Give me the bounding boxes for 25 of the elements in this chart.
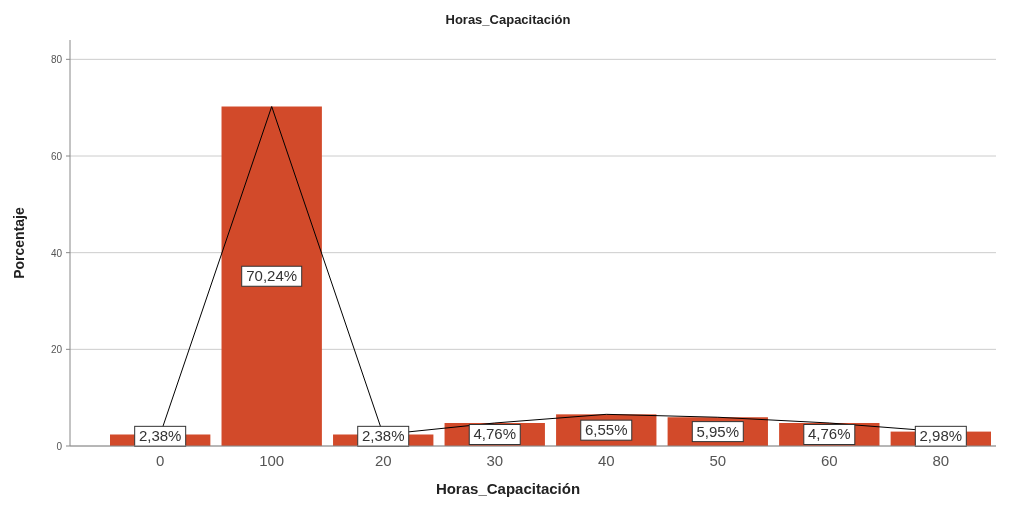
y-tick-label: 60 <box>50 151 63 162</box>
x-tick-label: 20 <box>374 452 392 469</box>
x-tick-label: 30 <box>486 452 504 469</box>
y-tick-label: 80 <box>50 54 63 66</box>
x-tick-label: 40 <box>597 452 615 469</box>
y-tick-label: 0 <box>56 441 63 452</box>
x-tick-label: 0 <box>156 452 165 469</box>
chart-title: Horas_Capacitación <box>445 12 571 27</box>
x-tick-label: 100 <box>259 452 285 469</box>
data-label: 6,55% <box>584 421 628 439</box>
data-label: 2,38% <box>361 427 405 445</box>
x-axis-title: Horas_Capacitación <box>435 480 581 497</box>
data-label: 4,76% <box>808 425 851 443</box>
data-label: 2,98% <box>919 427 963 445</box>
data-label: 2,38% <box>138 427 182 445</box>
y-tick-label: 40 <box>50 247 63 259</box>
x-tick-label: 80 <box>932 452 950 469</box>
data-label: 5,95% <box>696 422 740 440</box>
x-tick-label: 50 <box>709 452 727 469</box>
data-label: 4,76% <box>473 425 517 443</box>
y-tick-label: 20 <box>50 344 63 356</box>
data-label: 70,24% <box>246 267 298 285</box>
x-tick-label: 60 <box>820 452 838 469</box>
y-axis-title: Porcentaje <box>11 207 27 279</box>
bar <box>221 106 322 446</box>
